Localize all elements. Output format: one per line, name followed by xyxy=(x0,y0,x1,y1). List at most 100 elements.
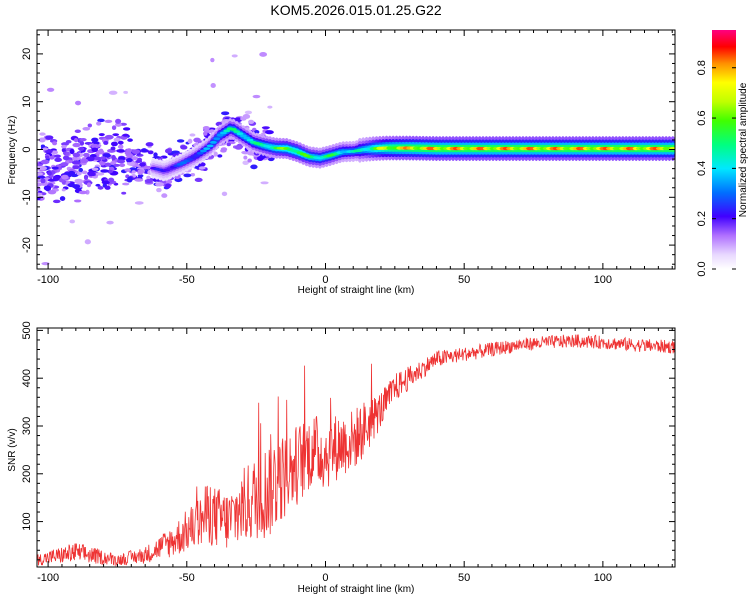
spectral-speckle xyxy=(52,175,60,181)
spectral-speckle xyxy=(111,125,117,131)
spectral-speckle xyxy=(134,178,144,182)
y-tick-label: -10 xyxy=(21,189,33,205)
spectral-speckle xyxy=(250,164,258,170)
spectrogram-plot-area xyxy=(37,52,675,266)
spectral-speckle xyxy=(37,172,43,176)
spectral-speckle xyxy=(113,137,121,142)
spectral-speckle xyxy=(190,173,196,177)
spectral-speckle xyxy=(69,149,75,155)
spectral-speckle xyxy=(37,182,43,187)
spectral-speckle xyxy=(122,182,130,186)
y-tick-label: 200 xyxy=(21,465,33,483)
snr-axes: -100 -50 0 50 100 100 200 300 400 500 xyxy=(21,321,675,584)
spectral-speckle xyxy=(121,191,127,195)
spectral-speckle xyxy=(119,163,126,168)
spectral-speckle xyxy=(52,141,58,146)
spectral-speckle xyxy=(86,182,92,188)
spectral-speckle xyxy=(261,132,266,136)
spectral-speckle xyxy=(73,138,78,143)
spectral-speckle xyxy=(69,219,76,224)
spectral-speckle xyxy=(38,165,47,171)
spectral-speckle xyxy=(43,185,52,191)
spectral-speckle xyxy=(156,187,162,193)
snr-panel: -100 -50 0 50 100 100 200 300 400 500 Height of s… xyxy=(7,321,676,595)
spectral-ridge-cell xyxy=(236,132,244,136)
spectral-speckle xyxy=(75,100,82,106)
spectral-ridge-cell xyxy=(196,151,204,155)
spectral-speckle xyxy=(116,149,125,153)
spectral-speckle xyxy=(82,152,90,158)
spectral-speckle xyxy=(221,111,230,116)
spectral-speckle xyxy=(123,90,129,94)
spectral-speckle xyxy=(124,150,132,156)
spectral-speckle xyxy=(39,132,46,136)
spectral-speckle xyxy=(187,138,193,144)
spectral-ridge-cell xyxy=(213,137,221,141)
spectrogram-ylabel: Frequency (Hz) xyxy=(7,116,18,185)
spectral-speckle xyxy=(247,158,252,163)
spectral-speckle xyxy=(40,159,50,165)
colorbar-gradient xyxy=(712,30,736,269)
spectral-speckle xyxy=(242,160,249,166)
spectral-speckle xyxy=(54,154,61,158)
spectral-ridge-cell xyxy=(229,128,237,131)
spectral-ridge-cell xyxy=(199,149,207,153)
spectral-speckle xyxy=(254,129,260,134)
spectral-speckle xyxy=(93,156,102,161)
spectral-speckle xyxy=(113,163,121,167)
spectral-speckle xyxy=(79,138,87,142)
spectral-speckle xyxy=(78,167,84,173)
spectral-speckle xyxy=(74,129,81,134)
spectral-speckle xyxy=(87,171,95,177)
y-tick-label: 500 xyxy=(21,321,33,339)
spectral-ridge-cell xyxy=(209,140,217,144)
spectral-speckle xyxy=(74,178,84,184)
spectral-ridge-cell xyxy=(223,129,231,133)
spectral-speckle xyxy=(101,180,110,185)
spectral-speckle xyxy=(180,145,188,150)
spectral-speckle xyxy=(76,171,82,176)
spectral-speckle xyxy=(243,155,248,160)
spectral-speckle xyxy=(142,165,152,170)
spectral-speckle xyxy=(104,119,113,124)
colorbar-label: Normalized spectral amplitude xyxy=(738,82,749,217)
spectral-speckle xyxy=(98,133,105,137)
spectral-speckle xyxy=(267,105,273,109)
spectral-speckle xyxy=(155,182,164,187)
spectral-speckle xyxy=(65,139,72,144)
spectral-speckle xyxy=(131,149,141,154)
spectral-speckle xyxy=(145,142,154,147)
spectral-speckle xyxy=(72,142,81,148)
spectral-speckle xyxy=(104,134,114,140)
spectral-ridge-cell xyxy=(233,130,241,133)
spectral-speckle xyxy=(165,183,171,189)
x-tick-label: 50 xyxy=(458,572,470,584)
spectral-speckle xyxy=(87,123,93,128)
y-tick-label: 300 xyxy=(21,417,33,435)
spectral-speckle xyxy=(217,154,223,158)
spectral-speckle xyxy=(110,146,116,151)
snr-ylabel: SNR (v/v) xyxy=(7,428,18,471)
spectral-speckle xyxy=(79,158,89,164)
spectral-speckle xyxy=(164,148,173,154)
spectral-speckle xyxy=(147,150,154,155)
spectral-speckle xyxy=(91,143,99,149)
spectral-speckle xyxy=(100,169,109,173)
spectral-speckle xyxy=(97,185,104,190)
colorbar-tick-label: 0.2 xyxy=(696,211,708,226)
spectral-speckle xyxy=(84,239,91,245)
spectral-speckle xyxy=(198,166,206,170)
x-tick-label: 100 xyxy=(594,572,612,584)
x-tick-label: -100 xyxy=(37,274,59,286)
y-tick-label: 10 xyxy=(21,96,33,108)
spectral-speckle xyxy=(260,181,269,185)
spectral-speckle xyxy=(183,173,192,178)
spectral-speckle xyxy=(259,155,268,159)
spectral-speckle xyxy=(104,162,112,167)
spectral-speckle xyxy=(176,139,185,143)
spectral-speckle xyxy=(171,150,180,155)
spectral-speckle xyxy=(96,121,102,126)
spectral-speckle xyxy=(78,190,88,195)
spectral-speckle xyxy=(189,133,196,137)
spectral-speckle xyxy=(146,175,151,180)
